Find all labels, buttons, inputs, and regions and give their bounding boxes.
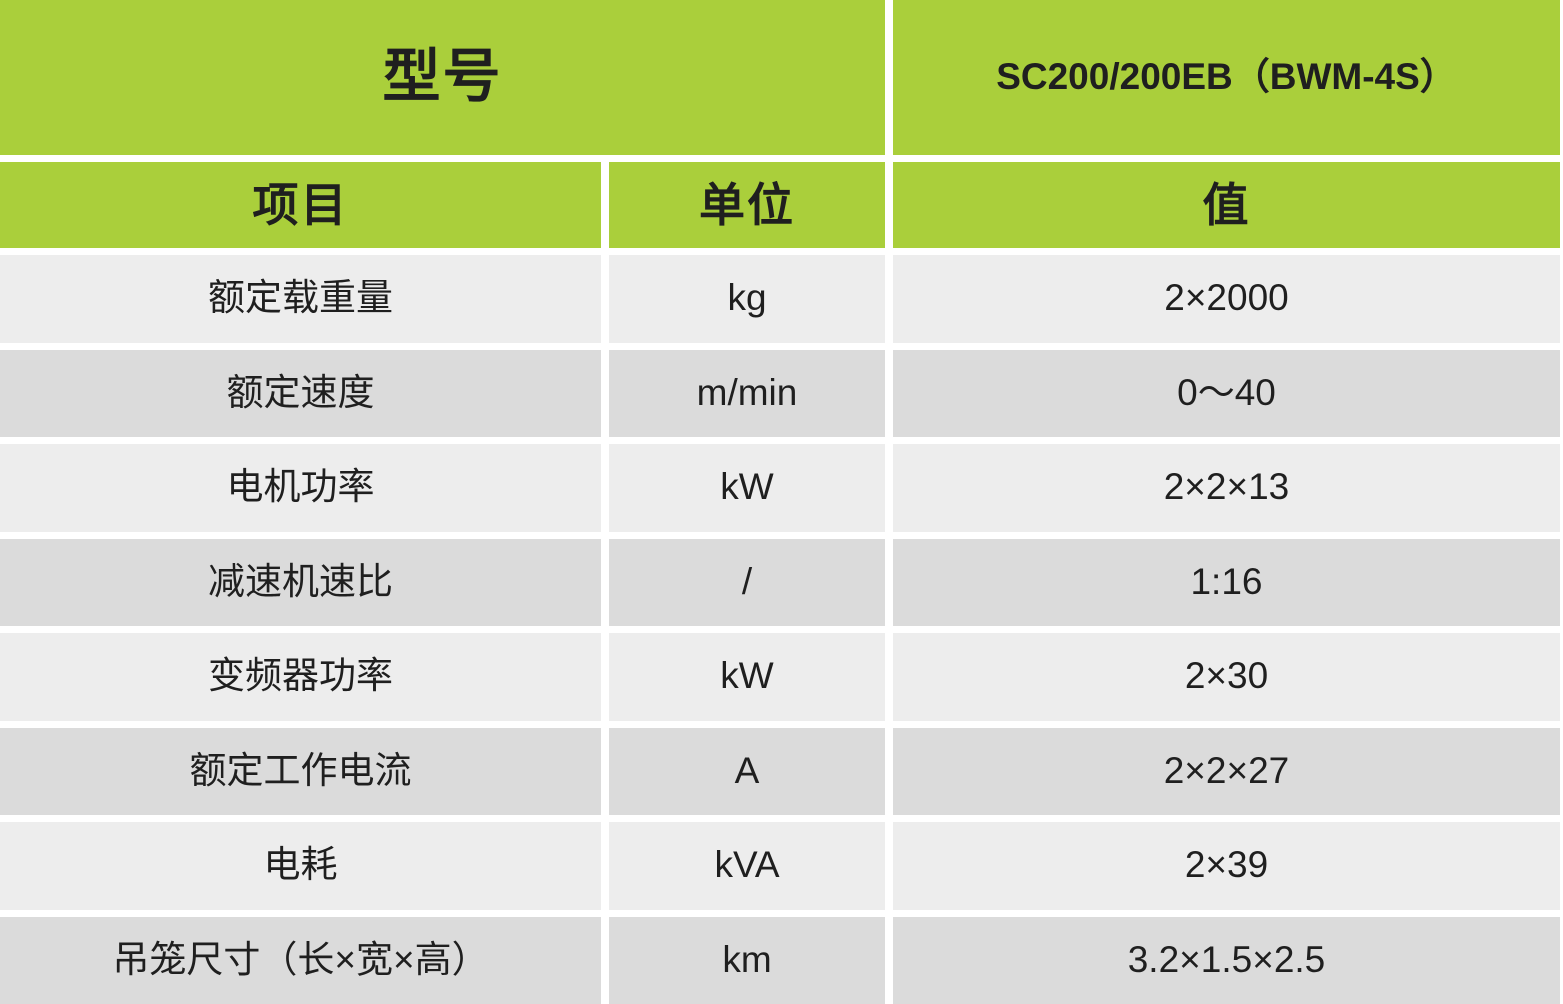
spec-row-3-item: 电机功率 <box>0 444 601 532</box>
model-value-cell: SC200/200EB（BWM-4S） <box>893 0 1560 155</box>
spec-row-1-item: 额定载重量 <box>0 255 601 343</box>
column-header-value: 值 <box>893 162 1560 248</box>
spec-row-6-unit: A <box>609 727 885 815</box>
spec-row-2-unit: m/min <box>609 349 885 437</box>
spec-row-5-item: 变频器功率 <box>0 633 601 721</box>
spec-row-4-unit: / <box>609 538 885 626</box>
spec-row-7-value: 2×39 <box>893 822 1560 910</box>
spec-row-8-value: 3.2×1.5×2.5 <box>893 916 1560 1004</box>
spec-row-4-item: 减速机速比 <box>0 538 601 626</box>
spec-row-2-item: 额定速度 <box>0 349 601 437</box>
spec-row-5-unit: kW <box>609 633 885 721</box>
model-header-cell: 型号 <box>0 0 885 155</box>
spec-row-2-value: 0～40 <box>893 349 1560 437</box>
spec-row-8-item: 吊笼尺寸（长×宽×高） <box>0 916 601 1004</box>
column-header-item: 项目 <box>0 162 601 248</box>
spec-row-7-item: 电耗 <box>0 822 601 910</box>
spec-row-3-value: 2×2×13 <box>893 444 1560 532</box>
spec-row-7-unit: kVA <box>609 822 885 910</box>
column-header-unit: 单位 <box>609 162 885 248</box>
spec-row-8-unit: km <box>609 916 885 1004</box>
spec-row-3-unit: kW <box>609 444 885 532</box>
spec-row-5-value: 2×30 <box>893 633 1560 721</box>
spec-row-6-value: 2×2×27 <box>893 727 1560 815</box>
spec-row-4-value: 1:16 <box>893 538 1560 626</box>
spec-row-1-value: 2×2000 <box>893 255 1560 343</box>
spec-row-6-item: 额定工作电流 <box>0 727 601 815</box>
spec-row-1-unit: kg <box>609 255 885 343</box>
